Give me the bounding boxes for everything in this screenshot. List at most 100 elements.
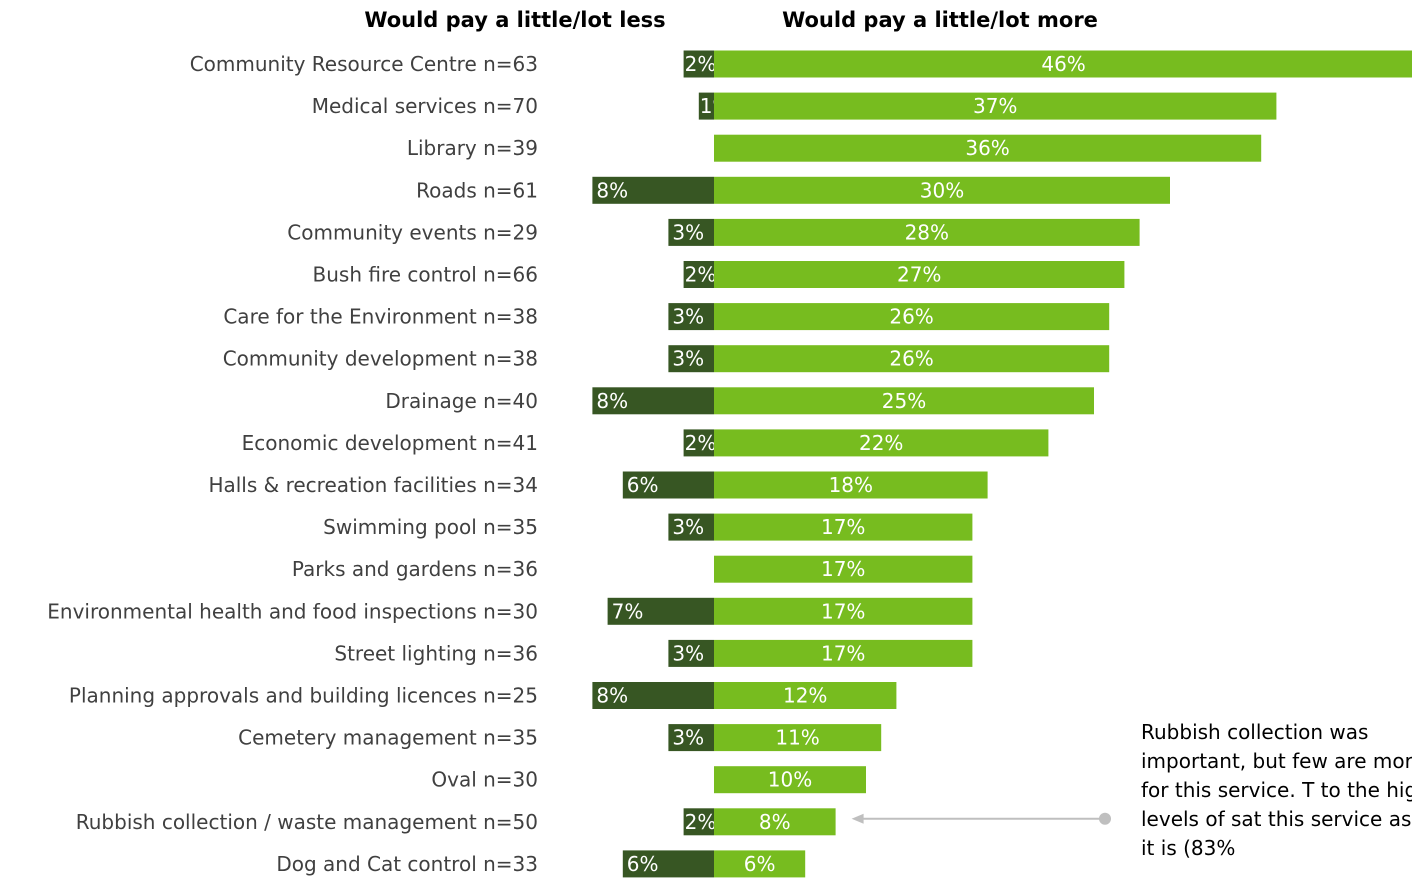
- data-label-less: 8%: [596, 684, 628, 708]
- bar-more: [714, 429, 1049, 457]
- bar-less: [592, 682, 714, 709]
- data-label-more: 18%: [829, 473, 873, 497]
- category-label: Environmental health and food inspection…: [47, 599, 538, 623]
- data-label-more: 28%: [905, 220, 949, 244]
- bar-more: [714, 50, 1412, 78]
- data-label-less: 8%: [596, 389, 628, 413]
- category-label: Drainage n=40: [385, 389, 538, 413]
- connector-arrowhead: [851, 813, 864, 824]
- bar-less: [668, 639, 714, 667]
- bar-less: [668, 513, 714, 541]
- category-label: Planning approvals and building licences…: [69, 684, 538, 708]
- bar-more: [714, 176, 1170, 204]
- bar-more: [714, 639, 973, 667]
- bar-more: [714, 387, 1094, 415]
- data-label-more: 17%: [821, 599, 865, 623]
- bar-less: [683, 50, 714, 78]
- bar-less: [683, 429, 714, 457]
- bar-less: [698, 92, 714, 120]
- bar-less: [683, 808, 714, 836]
- annotation-connector: [851, 812, 1111, 825]
- data-label-less: 8%: [596, 178, 628, 202]
- data-label-less: 3%: [672, 726, 704, 750]
- data-label-more: 8%: [759, 810, 791, 834]
- bar-less: [622, 471, 714, 499]
- bar-less: [668, 303, 714, 331]
- data-label-more: 36%: [965, 136, 1009, 160]
- category-label: Parks and gardens n=36: [292, 557, 538, 581]
- bar-more: [714, 682, 897, 709]
- category-label: Medical services n=70: [312, 94, 538, 118]
- category-label: Roads n=61: [416, 178, 538, 202]
- bar-more: [714, 92, 1277, 120]
- category-label: Swimming pool n=35: [323, 515, 538, 539]
- data-label-less: 6%: [627, 473, 659, 497]
- data-label-more: 17%: [821, 641, 865, 665]
- category-label: Oval n=30: [431, 768, 538, 792]
- header-less: Would pay a little/lot less: [364, 8, 665, 32]
- data-label-less: 3%: [672, 305, 704, 329]
- category-label: Community Resource Centre n=63: [190, 52, 538, 76]
- data-label-more: 37%: [973, 94, 1017, 118]
- bar-more: [714, 597, 973, 625]
- category-label: Economic development n=41: [242, 431, 538, 455]
- data-label-more: 11%: [775, 726, 819, 750]
- bars-group: Community Resource Centre n=63 2% 46% Medic…: [47, 50, 1412, 878]
- data-label-less: 2%: [685, 431, 717, 455]
- bar-less: [592, 387, 714, 415]
- bar-more: [714, 134, 1262, 162]
- bar-less: [668, 724, 714, 752]
- bar-less: [607, 597, 714, 625]
- data-label-less: 2%: [685, 810, 717, 834]
- data-label-more: 6%: [744, 852, 776, 876]
- bar-more: [714, 471, 988, 499]
- data-label-more: 46%: [1041, 52, 1085, 76]
- data-label-more: 22%: [859, 431, 903, 455]
- bar-more: [714, 261, 1125, 288]
- data-label-less: 3%: [672, 641, 704, 665]
- data-label-more: 25%: [882, 389, 926, 413]
- bar-less: [668, 345, 714, 373]
- bar-more: [714, 218, 1140, 246]
- category-label: Library n=39: [407, 136, 538, 160]
- bar-less: [683, 261, 714, 288]
- category-label: Community events n=29: [287, 220, 538, 244]
- category-label: Rubbish collection / waste management n=…: [76, 810, 538, 834]
- data-label-less: 7%: [612, 599, 644, 623]
- data-label-less: 3%: [672, 515, 704, 539]
- data-label-less: 6%: [627, 852, 659, 876]
- category-label: Care for the Environment n=38: [223, 305, 538, 329]
- bar-more: [714, 766, 866, 794]
- bar-more: [714, 345, 1110, 373]
- category-label: Halls & recreation facilities n=34: [208, 473, 538, 497]
- data-label-less: 2%: [685, 52, 717, 76]
- data-label-more: 30%: [920, 178, 964, 202]
- category-label: Cemetery management n=35: [238, 726, 538, 750]
- data-label-less: 2%: [685, 263, 717, 287]
- data-label-less: 3%: [672, 220, 704, 244]
- data-label-more: 10%: [768, 768, 812, 792]
- bar-more: [714, 850, 806, 878]
- category-label: Dog and Cat control n=33: [276, 852, 538, 876]
- bar-more: [714, 808, 836, 836]
- category-label: Street lighting n=36: [334, 641, 538, 665]
- annotation-note: Rubbish collection was important, but fe…: [1141, 720, 1412, 860]
- bar-less: [592, 176, 714, 204]
- header-more: Would pay a little/lot more: [782, 8, 1098, 32]
- connector-dot: [1099, 812, 1111, 825]
- data-label-more: 17%: [821, 515, 865, 539]
- data-label-more: 26%: [889, 305, 933, 329]
- bar-more: [714, 724, 882, 752]
- data-label-more: 12%: [783, 684, 827, 708]
- data-label-more: 17%: [821, 557, 865, 581]
- bar-less: [622, 850, 714, 878]
- category-label: Community development n=38: [223, 347, 538, 371]
- bar-less: [668, 218, 714, 246]
- category-label: Bush fire control n=66: [313, 263, 538, 287]
- bar-more: [714, 303, 1110, 331]
- bar-more: [714, 555, 973, 583]
- data-label-more: 26%: [889, 347, 933, 371]
- data-label-less: 3%: [672, 347, 704, 371]
- data-label-more: 27%: [897, 263, 941, 287]
